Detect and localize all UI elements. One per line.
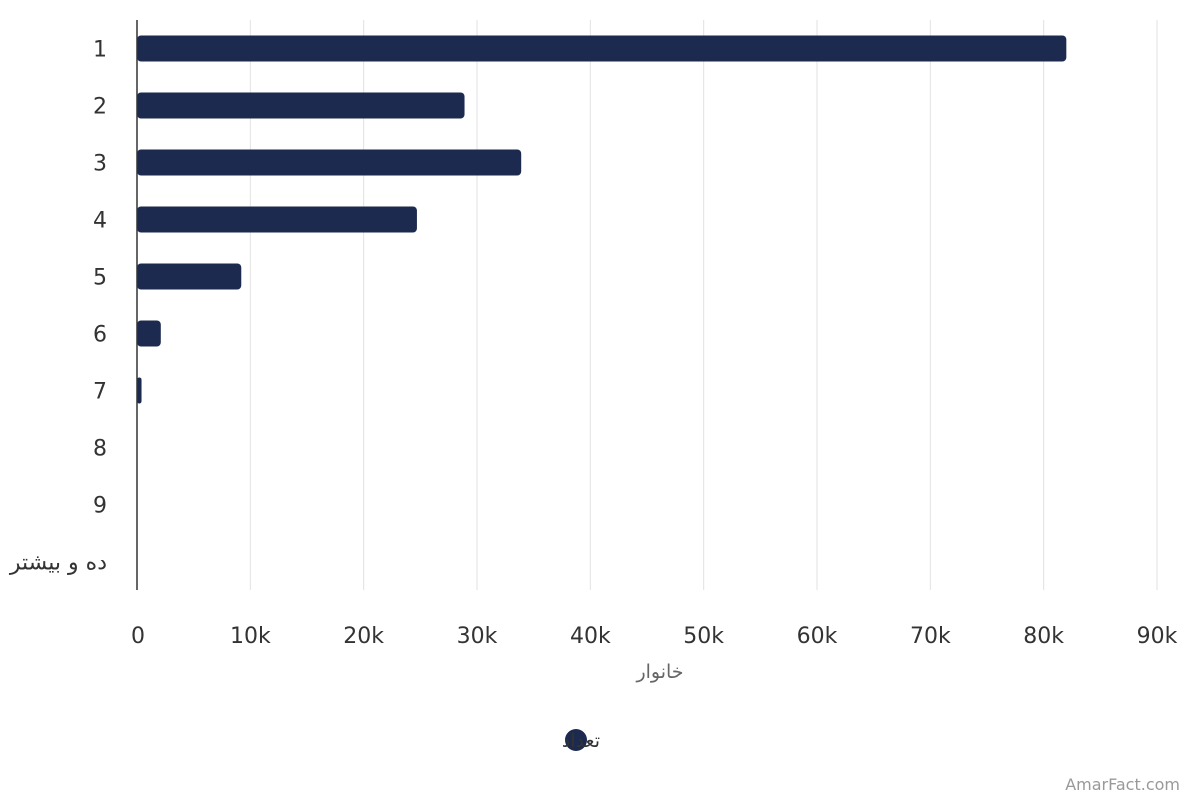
category-label: 4	[93, 209, 107, 234]
category-label: 5	[93, 266, 107, 291]
x-tick-label: 0	[131, 624, 145, 649]
bar-6[interactable]	[137, 320, 161, 347]
category-label: 3	[93, 152, 107, 177]
bar-5[interactable]	[137, 263, 242, 290]
bar-3[interactable]	[137, 149, 522, 176]
x-tick-label: 60k	[797, 624, 838, 649]
x-tick-label: 50k	[683, 624, 724, 649]
bar-2[interactable]	[137, 92, 465, 119]
legend-label: تعداد	[562, 730, 600, 752]
bar-7[interactable]	[137, 377, 142, 404]
x-tick-label: 30k	[457, 624, 498, 649]
category-label: ده و بیشتر	[9, 551, 107, 576]
bar-1[interactable]	[137, 35, 1067, 62]
category-label: 9	[93, 494, 107, 519]
category-label: 2	[93, 95, 107, 120]
x-tick-labels: 0 10k 20k 30k 40k 50k 60k 70k 80k 90k	[131, 624, 1178, 649]
x-tick-label: 10k	[230, 624, 271, 649]
credit-text[interactable]: AmarFact.com	[1065, 775, 1180, 794]
x-tick-label: 80k	[1023, 624, 1064, 649]
bars	[137, 35, 1067, 404]
legend-marker	[565, 729, 587, 751]
category-label: 7	[93, 380, 107, 405]
category-labels: 1 2 3 4 5 6 7 8 9 ده و بیشتر	[9, 38, 107, 576]
x-tick-label: 40k	[570, 624, 611, 649]
category-label: 1	[93, 38, 107, 63]
legend[interactable]: تعداد	[562, 729, 600, 752]
x-axis-title: خانوار	[635, 661, 683, 683]
x-tick-label: 20k	[343, 624, 384, 649]
category-label: 6	[93, 323, 107, 348]
x-tick-label: 90k	[1137, 624, 1178, 649]
x-tick-label: 70k	[910, 624, 951, 649]
category-label: 8	[93, 437, 107, 462]
bar-4[interactable]	[137, 206, 417, 233]
